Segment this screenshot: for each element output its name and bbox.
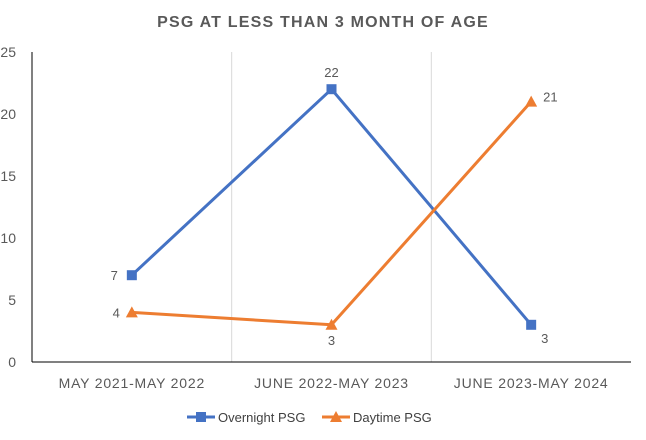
series-line-overnight-psg [130, 87, 533, 326]
data-point-marker [525, 95, 538, 107]
x-axis-ticks: MAY 2021-MAY 2022 JUNE 2022-MAY 2023 JUNE … [59, 375, 609, 391]
legend-marker [196, 412, 206, 422]
legend-marker [330, 411, 342, 422]
series-group: 7 22 3 4 3 21 [111, 65, 558, 348]
x-tick-label: MAY 2021-MAY 2022 [59, 375, 205, 391]
axes [31, 52, 631, 363]
data-point-marker [125, 306, 138, 318]
data-label: 4 [113, 305, 120, 320]
grid [231, 52, 432, 362]
x-tick-label: JUNE 2023-MAY 2024 [454, 375, 609, 391]
y-tick-label: 25 [0, 44, 16, 60]
data-label: 22 [324, 65, 338, 80]
data-point-marker [526, 319, 537, 330]
data-label: 7 [111, 268, 118, 283]
y-tick-label: 15 [0, 168, 16, 184]
legend-label: Daytime PSG [353, 410, 432, 425]
chart-title: PSG AT LESS THAN 3 MONTH OF AGE [157, 14, 489, 31]
data-label: 21 [543, 90, 557, 105]
y-tick-label: 5 [8, 292, 16, 308]
y-tick-label: 0 [8, 354, 16, 370]
data-label: 3 [541, 331, 548, 346]
legend: Overnight PSG Daytime PSG [187, 410, 432, 425]
data-point-marker [326, 84, 337, 95]
x-tick-label: JUNE 2022-MAY 2023 [254, 375, 409, 391]
data-point-marker [126, 270, 137, 281]
y-tick-label: 20 [0, 106, 16, 122]
y-tick-label: 10 [0, 230, 16, 246]
y-axis-ticks: 0 5 10 15 20 25 [0, 44, 16, 370]
data-label: 3 [328, 333, 335, 348]
data-point-marker [325, 318, 338, 330]
legend-label: Overnight PSG [218, 410, 305, 425]
series-line-daytime-psg [131, 100, 533, 327]
